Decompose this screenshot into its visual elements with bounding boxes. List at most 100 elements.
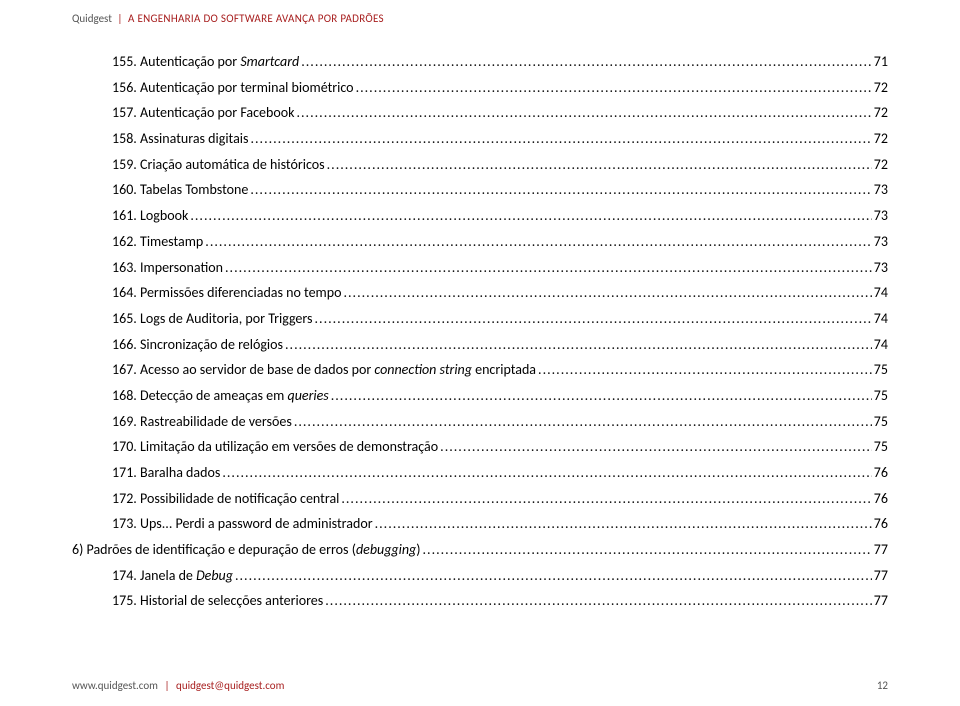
toc-entry-page: 72: [872, 130, 888, 148]
toc-entry: 171. Baralha dados76: [112, 464, 888, 482]
toc-entry-page: 77: [872, 592, 888, 610]
page-footer: www.quidgest.com | quidgest@quidgest.com…: [72, 679, 888, 692]
toc-entry-label: 175. Historial de selecções anteriores: [112, 592, 323, 610]
toc-entry-number: 156.: [112, 79, 137, 97]
footer-email: quidgest@quidgest.com: [176, 679, 284, 692]
footer-separator: |: [164, 679, 169, 692]
toc-entry: 172. Possibilidade de notificação centra…: [112, 490, 888, 508]
toc-entry: 157. Autenticação por Facebook72: [112, 104, 888, 122]
toc-leader-dots: [188, 207, 871, 225]
toc-leader-dots: [203, 233, 872, 251]
toc-entry-title: Permissões diferenciadas no tempo: [140, 284, 341, 301]
toc-entry-page: 76: [872, 515, 888, 533]
toc-leader-dots: [438, 438, 872, 456]
toc-entry-label: 168. Detecção de ameaças em queries: [112, 387, 329, 405]
toc-leader-dots: [223, 259, 872, 277]
toc-entry-page: 74: [872, 310, 888, 328]
toc-leader-dots: [323, 592, 872, 610]
toc-entry-title: Timestamp: [140, 233, 203, 250]
toc-entry-label: 170. Limitação da utilização em versões …: [112, 438, 438, 456]
toc-entry-label: 174. Janela de Debug: [112, 567, 233, 585]
toc-entry-number: 161.: [112, 207, 137, 225]
header-company: Quidgest: [72, 12, 112, 25]
toc-leader-dots: [325, 156, 872, 174]
toc-entry-title: Autenticação por terminal biométrico: [140, 79, 354, 96]
toc-entry-italic: Debug: [196, 567, 233, 584]
toc-entry-page: 76: [872, 490, 888, 508]
toc-entry-italic: connection string: [374, 361, 472, 378]
toc-entry-title: Logbook: [140, 207, 188, 224]
toc-entry-label: 155. Autenticação por Smartcard: [112, 53, 299, 71]
toc-entry: 174. Janela de Debug 77: [112, 567, 888, 585]
toc-entry-label: 173. Ups... Perdi a password de administ…: [112, 515, 373, 533]
toc-entry-page: 72: [872, 156, 888, 174]
toc-entry-number: 158.: [112, 130, 137, 148]
toc-entry: 6) Padrões de identificação e depuração …: [72, 541, 888, 559]
toc-entry-title: Criação automática de históricos: [140, 156, 325, 173]
toc-entry: 170. Limitação da utilização em versões …: [112, 438, 888, 456]
toc-entry-title: Baralha dados: [140, 464, 220, 481]
table-of-contents: 155. Autenticação por Smartcard71 156. Au…: [72, 53, 888, 611]
toc-entry-number: 164.: [112, 284, 137, 302]
toc-entry-page: 75: [872, 413, 888, 431]
toc-leader-dots: [313, 310, 872, 328]
toc-entry-title: Detecção de ameaças em: [140, 387, 288, 404]
toc-entry: 161. Logbook 73: [112, 207, 888, 225]
toc-entry-page: 75: [872, 387, 888, 405]
header-separator: |: [117, 12, 122, 25]
toc-leader-dots: [292, 413, 872, 431]
toc-entry-title: Rastreabilidade de versões: [140, 413, 292, 430]
toc-entry-number: 171.: [112, 464, 137, 482]
toc-entry: 166. Sincronização de relógios74: [112, 336, 888, 354]
toc-entry-page: 72: [872, 104, 888, 122]
toc-entry: 173. Ups... Perdi a password de administ…: [112, 515, 888, 533]
toc-entry-number: 166.: [112, 336, 137, 354]
toc-leader-dots: [283, 336, 872, 354]
toc-entry-page: 74: [872, 284, 888, 302]
toc-entry-title: Tabelas Tombstone: [140, 181, 248, 198]
page-header: Quidgest | A ENGENHARIA DO SOFTWARE AVAN…: [72, 12, 888, 25]
toc-entry-number: 173.: [112, 515, 137, 533]
toc-entry-label: 163. Impersonation: [112, 259, 223, 277]
toc-leader-dots: [299, 53, 872, 71]
toc-entry-title: Acesso ao servidor de base de dados por: [140, 361, 374, 378]
toc-entry-page: 73: [872, 259, 888, 277]
toc-entry-number: 169.: [112, 413, 137, 431]
toc-entry-label: 169. Rastreabilidade de versões: [112, 413, 292, 431]
toc-entry-page: 77: [872, 541, 888, 559]
toc-entry-number: 155.: [112, 53, 137, 71]
toc-entry-number: 165.: [112, 310, 137, 328]
toc-entry: 163. Impersonation 73: [112, 259, 888, 277]
toc-entry-title: Historial de selecções anteriores: [140, 592, 323, 609]
toc-entry: 168. Detecção de ameaças em queries 75: [112, 387, 888, 405]
toc-entry-title: 6) Padrões de identificação e depuração …: [72, 541, 356, 558]
toc-leader-dots: [341, 284, 871, 302]
toc-entry-page: 73: [872, 181, 888, 199]
toc-entry: 158. Assinaturas digitais 72: [112, 130, 888, 148]
toc-entry-page: 73: [872, 207, 888, 225]
toc-entry-page: 74: [872, 336, 888, 354]
footer-left: www.quidgest.com | quidgest@quidgest.com: [72, 679, 284, 692]
toc-entry: 155. Autenticação por Smartcard71: [112, 53, 888, 71]
toc-entry-number: 175.: [112, 592, 137, 610]
toc-entry-page: 77: [872, 567, 888, 585]
toc-entry-title: Ups... Perdi a password de administrador: [140, 515, 373, 532]
toc-leader-dots: [536, 361, 872, 379]
footer-page-number: 12: [877, 679, 888, 692]
toc-leader-dots: [248, 181, 871, 199]
toc-entry-number: 168.: [112, 387, 137, 405]
toc-entry-title: Janela de: [140, 567, 196, 584]
toc-entry: 165. Logs de Auditoria, por Triggers74: [112, 310, 888, 328]
toc-entry-label: 162. Timestamp: [112, 233, 203, 251]
toc-entry-title: Assinaturas digitais: [140, 130, 248, 147]
toc-entry: 167. Acesso ao servidor de base de dados…: [112, 361, 888, 379]
toc-entry-label: 161. Logbook: [112, 207, 188, 225]
toc-leader-dots: [294, 104, 871, 122]
toc-entry-italic: queries: [288, 387, 329, 404]
toc-leader-dots: [373, 515, 872, 533]
toc-entry-italic: debugging: [356, 541, 416, 558]
toc-entry-number: 159.: [112, 156, 137, 174]
toc-entry-number: 163.: [112, 259, 137, 277]
toc-leader-dots: [248, 130, 871, 148]
toc-entry: 175. Historial de selecções anteriores 77: [112, 592, 888, 610]
